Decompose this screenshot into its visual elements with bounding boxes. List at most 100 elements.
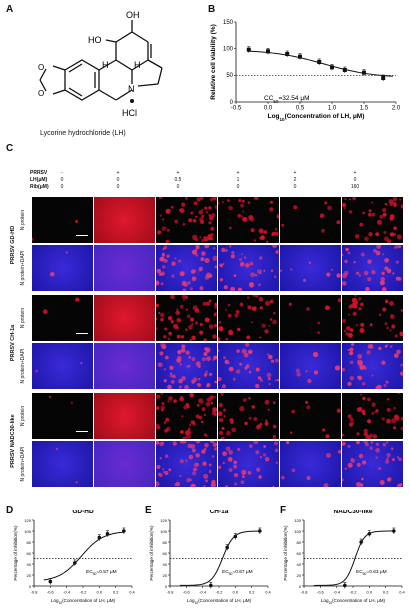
merge-image [218,343,279,389]
n-protein-image [280,295,341,341]
table-cell: 0 [116,177,120,183]
panel-letter-c: C [6,143,14,154]
scale-bar [76,333,88,334]
table-cell: 0 [60,177,64,183]
n-protein-image [280,197,341,243]
cell-dots [94,393,155,439]
cell-dots [219,245,279,291]
atom-n: N [128,84,135,94]
x-tick-label: 0.4 [399,590,405,595]
strain-label: PRRSV CH-1a [10,324,16,362]
data-point [298,54,302,59]
atom-h2: H [134,60,141,70]
data-point [122,529,126,533]
cell-dots [288,298,341,334]
table-cell: 0.5 [174,177,182,183]
y-tick-label: 100 [223,46,234,52]
n-protein-image [32,295,93,341]
lycorine-structure: O O OH HO H H N HCl [38,10,163,118]
y-axis-label: Percentage of inhibition(%) [149,525,154,581]
cell-dots [281,441,341,487]
table-cell: + [116,170,120,176]
data-point [209,583,213,588]
x-tick-label: -0.5 [231,106,242,112]
cell-dots [280,261,341,282]
merge-image [218,441,279,487]
svg-text:O: O [38,89,44,98]
y-tick-label: 20 [163,573,168,578]
cell-dots [32,220,78,241]
table-cell: 1 [236,177,240,183]
x-tick-label: -0.6 [317,590,325,595]
chart-title: CH-1a [210,510,229,515]
merge-image [156,343,217,389]
x-tick-label: -0.8 [31,590,39,595]
scale-bar [76,235,88,236]
chart-f: -0.8 -0.6 -0.4 -0.2 0.0 0.2 0.4 0 20 40 60 80 100 120… [283,510,406,605]
table-cell: 0 [60,184,64,190]
chart-annotation: EC50=0.57 μM [86,569,117,576]
data-point [330,65,334,70]
n-protein-image [32,197,93,243]
y-tick-label: 0 [165,584,168,589]
fit-curve [179,530,262,586]
merge-image [342,343,403,389]
n-protein-image [156,295,217,341]
table-cell: 2 [293,177,297,183]
table-cell: 0 [353,177,357,183]
data-point [225,545,229,550]
y-tick-label: 60 [163,551,168,556]
y-tick-label: 40 [27,562,32,567]
table-cell: + [176,170,180,176]
merge-image [280,343,341,389]
row-label: N protein [20,209,26,231]
atom-oh: OH [126,10,140,20]
x-tick-label: 0.5 [296,106,305,112]
y-tick-label: 100 [24,529,31,534]
data-point [233,534,238,539]
scale-bar [76,431,88,432]
cell-dots [49,251,69,277]
row-label: N protein+DAPI [20,446,26,482]
table-cell: 0 [236,184,240,190]
merge-image [342,245,403,291]
table-cell: + [236,170,240,176]
cell-dots [94,441,155,487]
table-cell: + [293,170,297,176]
merge-image [32,245,93,291]
cell-dots [218,197,279,243]
y-tick-label: 150 [223,20,234,26]
merge-image [94,441,155,487]
data-point [392,529,396,533]
n-protein-image [218,393,279,439]
x-tick-label: -0.4 [333,590,341,595]
y-tick-label: 50 [226,73,233,79]
cell-dots [157,197,217,243]
x-tick-label: 0.2 [249,590,255,595]
merge-image [94,343,155,389]
data-point [362,70,366,75]
fluorescence-grid: PRRSV GD-HD N protein N protein+DAPI PRRSV … [10,197,410,489]
table-row-label: PRRSV [30,170,48,176]
chart-title: GD-HD [72,510,94,515]
n-protein-image [94,295,155,341]
x-tick-label: 0.0 [367,590,373,595]
cell-dots [157,343,217,389]
y-tick-label: 80 [297,540,302,545]
data-point [48,579,53,584]
y-tick-label: 40 [163,562,168,567]
row-label: N protein+DAPI [20,250,26,286]
data-point [317,60,322,64]
cell-dots [156,295,217,341]
y-tick-label: 80 [27,540,32,545]
n-protein-image [156,197,217,243]
x-axis-label: Log10(Concentration of LH, μM) [187,598,252,605]
data-point [258,529,262,533]
merge-image [156,441,217,487]
x-tick-label: 2.0 [392,106,401,112]
data-point [342,68,347,72]
cell-dots [55,447,78,484]
x-axis-label: Log10(Concentration of LH, μM) [321,598,386,605]
x-tick-label: 0.0 [233,590,239,595]
y-tick-label: 120 [160,518,167,523]
